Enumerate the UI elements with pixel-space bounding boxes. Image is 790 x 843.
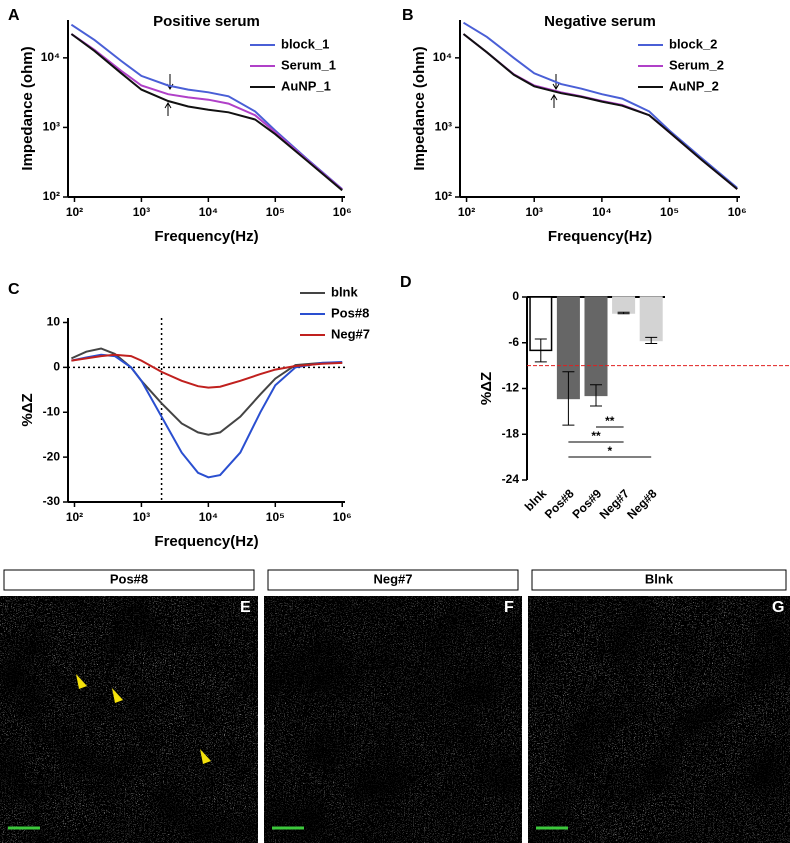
y-axis-label: %ΔZ	[478, 372, 495, 405]
x-tick-label: Pos#9	[569, 486, 604, 521]
y-tick-label: 10	[47, 315, 61, 329]
error-bar	[617, 311, 630, 315]
y-tick-label: 0	[512, 289, 519, 303]
x-tick-label: Pos#8	[542, 486, 577, 521]
legend-label: AuNP_1	[281, 78, 331, 93]
panel-letter: A	[8, 7, 20, 24]
line-series	[71, 353, 343, 479]
x-tick-label: 10⁵	[660, 205, 679, 219]
y-tick-label: -20	[43, 449, 61, 463]
y-tick-label: -6	[508, 335, 519, 349]
y-tick-label: 10²	[43, 189, 60, 203]
x-tick-label: 10⁶	[728, 205, 747, 219]
x-axis-label: Frequency(Hz)	[154, 228, 258, 245]
legend-label: Pos#8	[331, 305, 369, 320]
panel-letter: F	[504, 599, 514, 616]
x-tick-label: 10²	[66, 510, 83, 524]
significance-label: **	[591, 429, 601, 443]
error-bar	[645, 336, 658, 345]
y-tick-label: -30	[43, 494, 61, 508]
panel-letter: B	[402, 7, 414, 24]
y-tick-label: 10³	[43, 120, 60, 134]
x-tick-label: 10³	[133, 510, 150, 524]
y-tick-label: 10⁴	[41, 50, 60, 64]
arrowhead	[200, 749, 211, 764]
micrograph-shadow	[0, 596, 258, 843]
chart-title: Positive serum	[153, 13, 260, 30]
y-axis-label: Impedance (ohm)	[19, 46, 36, 170]
x-tick-label: 10⁶	[333, 205, 352, 219]
x-tick-label: 10⁵	[266, 205, 285, 219]
error-bar	[590, 384, 602, 407]
image-header	[267, 569, 519, 591]
bar	[612, 296, 636, 314]
x-axis-label: Frequency(Hz)	[548, 228, 652, 245]
image-title: Neg#7	[373, 571, 412, 586]
y-tick-label: 0	[53, 360, 60, 374]
line-series	[462, 33, 738, 190]
y-tick-label: -18	[502, 426, 520, 440]
arrowhead	[112, 688, 123, 703]
x-tick-label: 10⁴	[592, 205, 611, 219]
bar	[584, 296, 608, 397]
x-tick-label: 10³	[133, 205, 150, 219]
image-title: Pos#8	[110, 571, 148, 586]
micrograph-shadow	[264, 596, 522, 843]
line-series	[70, 33, 343, 192]
y-axis-label: %ΔZ	[19, 393, 36, 426]
panel-letter: G	[772, 599, 784, 616]
legend-label: block_2	[669, 36, 717, 51]
legend-label: Serum_2	[669, 57, 724, 72]
y-tick-label: 10³	[435, 120, 452, 134]
legend-label: blnk	[331, 284, 358, 299]
line-series	[70, 347, 343, 436]
y-tick-label: -24	[502, 472, 520, 486]
x-tick-label: 10²	[66, 205, 83, 219]
significance-label: **	[605, 414, 615, 428]
legend-label: Serum_1	[281, 57, 336, 72]
error-bar	[562, 371, 575, 426]
panel-letter: E	[240, 599, 251, 616]
legend-label: Neg#7	[331, 326, 370, 341]
image-header	[3, 569, 255, 591]
error-bar	[534, 338, 547, 363]
image-header	[531, 569, 787, 591]
x-tick-label: 10⁶	[333, 510, 352, 524]
x-tick-label: Neg#8	[624, 486, 660, 522]
panel-letter: D	[400, 274, 412, 291]
micrograph-shadow	[528, 596, 790, 843]
panel-letter: C	[8, 281, 20, 298]
y-tick-label: 10⁴	[433, 50, 452, 64]
chart-title: Negative serum	[544, 13, 656, 30]
y-tick-label: -10	[43, 404, 61, 418]
y-tick-label: -12	[502, 381, 520, 395]
legend-label: AuNP_2	[669, 78, 719, 93]
significance-label: *	[607, 444, 612, 458]
legend-label: block_1	[281, 36, 329, 51]
x-tick-label: Neg#7	[597, 486, 633, 522]
y-tick-label: 10²	[435, 189, 452, 203]
x-tick-label: 10³	[526, 205, 543, 219]
x-tick-label: 10²	[458, 205, 475, 219]
line-series	[70, 33, 343, 191]
x-axis-label: Frequency(Hz)	[154, 533, 258, 550]
line-series	[462, 21, 738, 189]
y-axis-label: Impedance (ohm)	[411, 46, 428, 170]
line-series	[70, 23, 343, 190]
image-title: Blnk	[645, 571, 674, 586]
bar	[639, 296, 663, 342]
arrowhead	[76, 674, 87, 689]
x-tick-label: 10⁴	[199, 205, 218, 219]
line-series	[71, 353, 343, 389]
x-tick-label: 10⁵	[266, 510, 285, 524]
x-tick-label: 10⁴	[199, 510, 218, 524]
